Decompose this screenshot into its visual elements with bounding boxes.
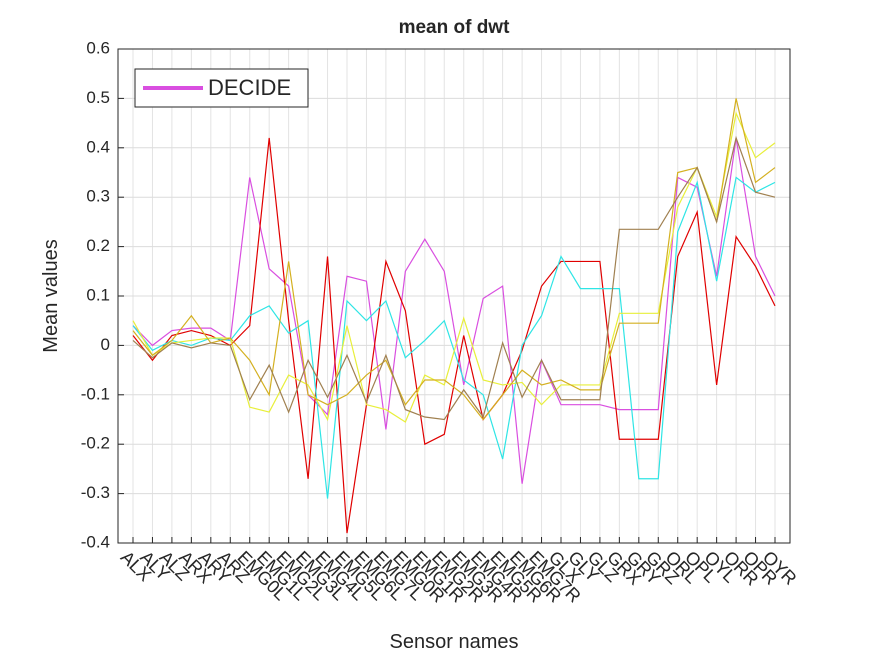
y-tick-label: 0.6 (86, 38, 110, 57)
y-tick-label: 0 (101, 335, 110, 354)
y-tick-label: 0.5 (86, 88, 110, 107)
y-tick-label: 0.4 (86, 137, 110, 156)
x-axis-label: Sensor names (390, 631, 519, 653)
y-axis-label: Mean values (40, 239, 62, 352)
series-line (132, 135, 776, 421)
plot-frame (117, 48, 791, 544)
y-tick-label: 0.1 (86, 285, 110, 304)
legend-label: DECIDE (208, 75, 291, 100)
series-line (132, 137, 776, 484)
chart-title: mean of dwt (399, 17, 511, 38)
y-tick-label: 0.3 (86, 187, 110, 206)
legend-box (134, 68, 309, 108)
y-tick-label: -0.2 (81, 434, 110, 453)
y-tick-label: -0.3 (81, 483, 110, 502)
series-line (132, 98, 776, 421)
y-tick-label: 0.2 (86, 236, 110, 255)
y-tick-label: -0.4 (81, 532, 110, 551)
y-tick-label: -0.1 (81, 384, 110, 403)
